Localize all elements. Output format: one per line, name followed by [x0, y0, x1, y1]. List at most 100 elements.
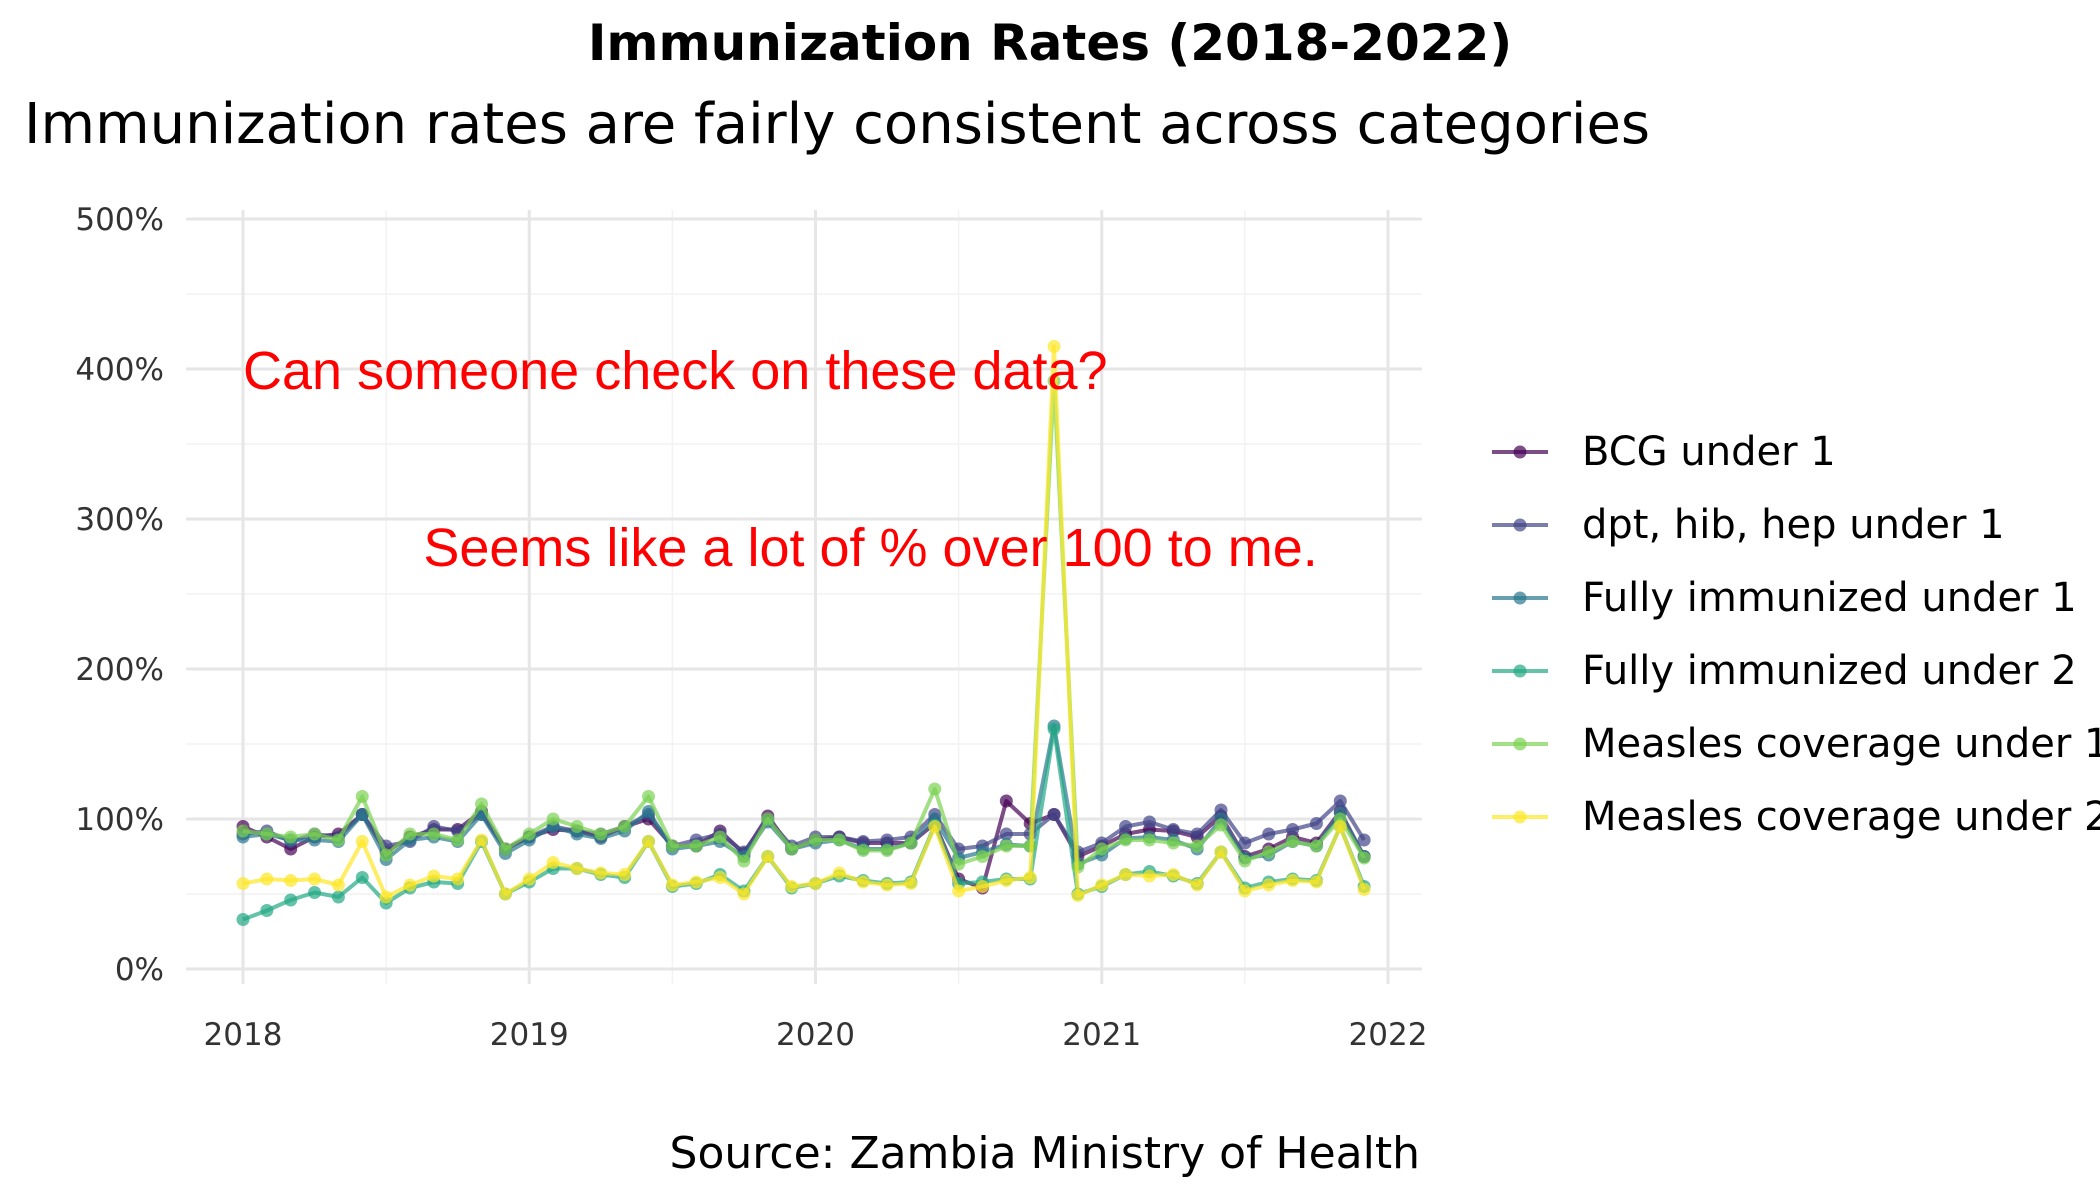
legend-key-icon: [1492, 518, 1548, 531]
series-5: [236, 340, 1371, 904]
legend-label: Measles coverage under 2: [1582, 793, 2100, 840]
data-point: [856, 875, 870, 889]
data-point: [999, 794, 1013, 808]
data-point: [1095, 878, 1109, 892]
data-point: [761, 812, 775, 826]
data-point: [498, 887, 512, 901]
data-point: [785, 842, 799, 856]
data-point: [999, 839, 1013, 853]
series-line: [242, 344, 1366, 899]
data-point: [928, 820, 942, 833]
data-point: [1238, 836, 1252, 850]
data-point: [260, 904, 274, 917]
data-point: [689, 839, 703, 853]
data-point: [1286, 823, 1300, 836]
data-point: [522, 872, 536, 886]
data-point: [1262, 878, 1276, 892]
data-point: [355, 790, 369, 803]
y-tick-label: 0%: [115, 952, 164, 988]
data-point: [1166, 868, 1180, 881]
data-point: [236, 824, 250, 838]
data-point: [999, 874, 1013, 887]
data-point: [1047, 340, 1061, 353]
legend-key-icon: [1492, 664, 1548, 677]
data-point: [1214, 803, 1228, 817]
data-point: [689, 875, 703, 889]
data-point: [355, 808, 369, 821]
legend-item: Fully immunized under 2: [1490, 634, 2100, 707]
data-point: [975, 850, 989, 863]
legend-label: Fully immunized under 2: [1582, 647, 2077, 694]
data-point: [737, 854, 751, 868]
data-point: [832, 866, 846, 880]
gridlines: [186, 210, 1422, 984]
data-point: [618, 820, 632, 833]
series-line: [242, 379, 1366, 869]
data-point: [1238, 854, 1252, 868]
legend-item: BCG under 1: [1490, 415, 2100, 488]
data-point: [618, 868, 632, 881]
data-point: [880, 833, 894, 847]
data-point: [952, 857, 966, 871]
y-tick-label: 200%: [75, 652, 164, 688]
data-point: [355, 835, 369, 848]
data-point: [904, 877, 918, 890]
data-point: [475, 797, 489, 811]
legend-key-icon: [1492, 810, 1548, 823]
data-point: [498, 842, 512, 856]
data-point: [427, 869, 441, 883]
data-point: [642, 805, 656, 818]
data-point: [1119, 820, 1133, 833]
data-point: [1166, 823, 1180, 836]
data-point: [1309, 817, 1323, 830]
data-point: [594, 866, 608, 880]
x-tick-label: 2022: [1349, 1017, 1428, 1053]
legend-item: Measles coverage under 2: [1490, 780, 2100, 853]
data-point: [1071, 889, 1085, 902]
data-point: [1142, 815, 1156, 829]
data-point: [475, 833, 489, 847]
data-point: [284, 874, 298, 887]
data-point: [1190, 827, 1204, 841]
data-point: [1286, 874, 1300, 887]
data-point: [1333, 820, 1347, 833]
chart-title: Immunization Rates (2018-2022): [587, 14, 1513, 72]
legend-label: BCG under 1: [1582, 428, 1836, 475]
data-point: [880, 878, 894, 892]
data-point: [331, 833, 345, 847]
data-point: [1357, 851, 1371, 865]
legend-item: dpt, hib, hep under 1: [1490, 488, 2100, 561]
data-point: [1333, 794, 1347, 808]
data-point: [308, 827, 322, 841]
data-point: [785, 880, 799, 893]
data-point: [522, 827, 536, 841]
data-point: [236, 877, 250, 890]
y-tick-label: 500%: [75, 202, 164, 238]
legend-label: Measles coverage under 1: [1582, 720, 2100, 767]
data-point: [1309, 875, 1323, 889]
data-point: [1214, 845, 1228, 859]
data-point: [761, 850, 775, 863]
data-point: [451, 833, 465, 847]
data-point: [570, 862, 584, 875]
annotation-text: Seems like a lot of % over 100 to me.: [423, 518, 1317, 578]
y-tick-label: 100%: [75, 802, 164, 838]
legend-item: Measles coverage under 1: [1490, 707, 2100, 780]
data-point: [284, 830, 298, 844]
data-point: [904, 836, 918, 850]
data-point: [1047, 722, 1061, 736]
data-point: [1190, 839, 1204, 853]
legend-key-icon: [1492, 591, 1548, 604]
legend-key-icon: [1492, 445, 1548, 458]
data-point: [236, 913, 250, 926]
x-tick-label: 2021: [1062, 1017, 1141, 1053]
data-point: [1190, 878, 1204, 892]
data-point: [809, 833, 822, 847]
annotations: Can someone check on these data? Seems li…: [243, 341, 1318, 578]
data-point: [1309, 839, 1323, 853]
data-point: [570, 820, 584, 833]
legend-item: Fully immunized under 1: [1490, 561, 2100, 634]
y-tick-label: 300%: [75, 502, 164, 538]
data-point: [331, 890, 345, 904]
